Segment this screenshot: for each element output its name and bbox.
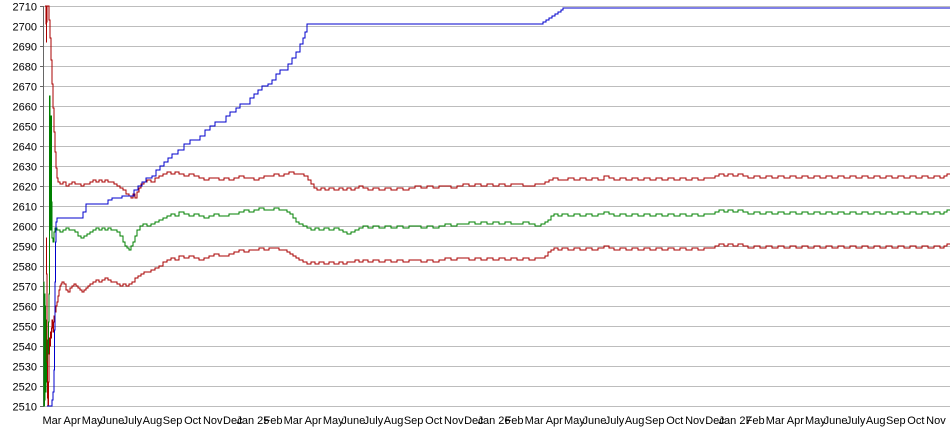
x-tick-label: Sep bbox=[163, 415, 183, 427]
x-tick-label: June bbox=[341, 415, 365, 427]
y-tick-label: 2540 bbox=[13, 342, 37, 354]
x-tick-label: Jan 27 bbox=[719, 415, 752, 427]
x-tick-label: July bbox=[364, 415, 384, 427]
y-tick-label: 2650 bbox=[13, 122, 37, 134]
x-tick-label: Nov bbox=[685, 415, 705, 427]
series-stepped-blue bbox=[47, 7, 950, 407]
x-tick-label: Apr bbox=[546, 415, 563, 427]
series-lower-band-red bbox=[45, 237, 950, 407]
x-tick-label: Apr bbox=[64, 415, 81, 427]
series-mid-green bbox=[43, 95, 950, 407]
x-tick-label: Mar bbox=[766, 415, 785, 427]
x-tick-label: Mar bbox=[525, 415, 544, 427]
x-tick-label: Feb bbox=[505, 415, 524, 427]
x-tick-label: Feb bbox=[264, 415, 283, 427]
y-tick-label: 2680 bbox=[13, 62, 37, 74]
y-tick-label: 2570 bbox=[13, 282, 37, 294]
x-tick-label: Sep bbox=[645, 415, 665, 427]
y-tick-label: 2660 bbox=[13, 102, 37, 114]
x-tick-label: May bbox=[805, 415, 826, 427]
series-upper-band-red bbox=[45, 5, 950, 199]
x-tick-label: Dec bbox=[705, 415, 725, 427]
x-tick-label: July bbox=[605, 415, 625, 427]
y-tick-label: 2550 bbox=[13, 322, 37, 334]
x-tick-label: May bbox=[564, 415, 585, 427]
y-tick-label: 2710 bbox=[13, 2, 37, 14]
x-tick-label: July bbox=[846, 415, 866, 427]
x-tick-label: Aug bbox=[866, 415, 886, 427]
y-tick-label: 2510 bbox=[13, 402, 37, 414]
x-tick-label: Dec bbox=[223, 415, 243, 427]
x-tick-label: Mar bbox=[43, 415, 62, 427]
x-tick-label: Nov bbox=[926, 415, 946, 427]
x-tick-label: June bbox=[100, 415, 124, 427]
x-tick-label: July bbox=[123, 415, 143, 427]
x-tick-label: Apr bbox=[305, 415, 322, 427]
y-tick-label: 2700 bbox=[13, 22, 37, 34]
x-tick-label: Sep bbox=[886, 415, 906, 427]
y-tick-label: 2670 bbox=[13, 82, 37, 94]
x-tick-label: May bbox=[323, 415, 344, 427]
x-tick-label: Sep bbox=[404, 415, 424, 427]
y-tick-label: 2580 bbox=[13, 262, 37, 274]
y-tick-label: 2590 bbox=[13, 242, 37, 254]
x-tick-label: June bbox=[583, 415, 607, 427]
x-tick-label: Oct bbox=[666, 415, 683, 427]
x-tick-label: Mar bbox=[284, 415, 303, 427]
x-tick-label: Apr bbox=[787, 415, 804, 427]
x-tick-label: Oct bbox=[907, 415, 924, 427]
x-tick-label: Oct bbox=[184, 415, 201, 427]
x-tick-label: June bbox=[824, 415, 848, 427]
x-tick-label: Nov bbox=[203, 415, 223, 427]
y-tick-label: 2610 bbox=[13, 202, 37, 214]
y-tick-label: 2640 bbox=[13, 142, 37, 154]
x-tick-label: Jan 25 bbox=[236, 415, 269, 427]
y-tick-label: 2600 bbox=[13, 222, 37, 234]
x-tick-label: Dec bbox=[464, 415, 484, 427]
y-tick-label: 2620 bbox=[13, 182, 37, 194]
x-tick-label: Nov bbox=[444, 415, 464, 427]
x-tick-label: Aug bbox=[143, 415, 163, 427]
x-tick-label: Aug bbox=[384, 415, 404, 427]
x-tick-label: Jan 26 bbox=[477, 415, 510, 427]
y-tick-label: 2630 bbox=[13, 162, 37, 174]
y-tick-label: 2690 bbox=[13, 42, 37, 54]
x-tick-label: Aug bbox=[625, 415, 645, 427]
x-tick-label: Oct bbox=[425, 415, 442, 427]
y-tick-label: 2520 bbox=[13, 382, 37, 394]
x-tick-label: May bbox=[82, 415, 103, 427]
y-tick-label: 2560 bbox=[13, 302, 37, 314]
y-tick-label: 2530 bbox=[13, 362, 37, 374]
x-tick-label: Feb bbox=[746, 415, 765, 427]
